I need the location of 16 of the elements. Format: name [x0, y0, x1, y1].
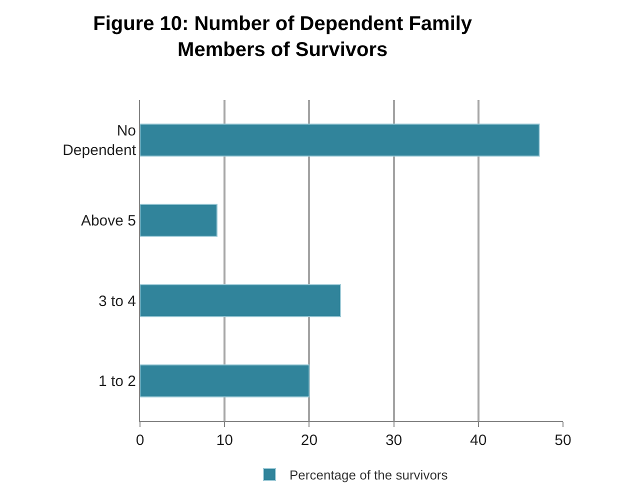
bar [140, 124, 540, 157]
y-tick-label: No Dependent [62, 122, 137, 160]
y-tick-label: 3 to 4 [98, 292, 136, 310]
x-tick-label: 20 [300, 432, 318, 449]
chart-title: Figure 10: Number of Dependent Family Members of Survivors [93, 13, 473, 62]
y-tick-label: 1 to 2 [98, 373, 136, 390]
x-tick-label: 10 [216, 432, 233, 449]
bar [140, 284, 341, 318]
legend-label: Percentage of the survivors [290, 468, 448, 483]
x-tick-label: 40 [470, 432, 487, 449]
bar [140, 204, 218, 237]
x-tick-label: 30 [385, 432, 402, 449]
y-tick-label: Above 5 [80, 212, 136, 230]
bar [140, 364, 310, 398]
x-tick-label: 50 [554, 432, 572, 449]
x-tick-label: 0 [136, 432, 144, 449]
